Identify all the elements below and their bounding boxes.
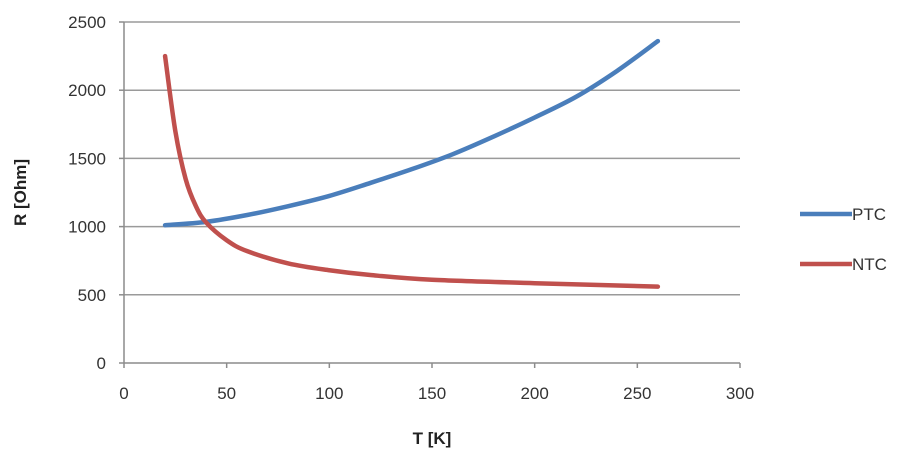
y-axis-title: R [Ohm] — [11, 159, 30, 226]
gridlines — [124, 21, 740, 296]
legend: PTC NTC — [800, 205, 887, 274]
series-line-ntc — [162, 53, 661, 289]
x-tick-label-200: 200 — [520, 384, 548, 403]
x-tick-label-100: 100 — [315, 384, 343, 403]
y-tick-label-1000: 1000 — [68, 218, 106, 237]
x-axis-title: T [K] — [413, 429, 452, 448]
y-tick-label-2500: 2500 — [68, 13, 106, 32]
x-tick-label-150: 150 — [418, 384, 446, 403]
y-tick-label-2000: 2000 — [68, 81, 106, 100]
series-lines — [162, 38, 661, 289]
y-tick-label-0: 0 — [97, 354, 106, 373]
tick-labels: 0 500 1000 1500 2000 2500 0 50 100 150 200 250 300 — [68, 13, 754, 403]
axes — [119, 21, 741, 368]
x-tick-label-0: 0 — [119, 384, 128, 403]
series-line-ptc — [162, 38, 661, 228]
x-tick-label-250: 250 — [623, 384, 651, 403]
x-tick-label-300: 300 — [726, 384, 754, 403]
y-tick-label-500: 500 — [78, 286, 106, 305]
legend-label-ptc: PTC — [852, 205, 886, 224]
x-tick-label-50: 50 — [217, 384, 236, 403]
y-tick-label-1500: 1500 — [68, 149, 106, 168]
legend-label-ntc: NTC — [852, 255, 887, 274]
